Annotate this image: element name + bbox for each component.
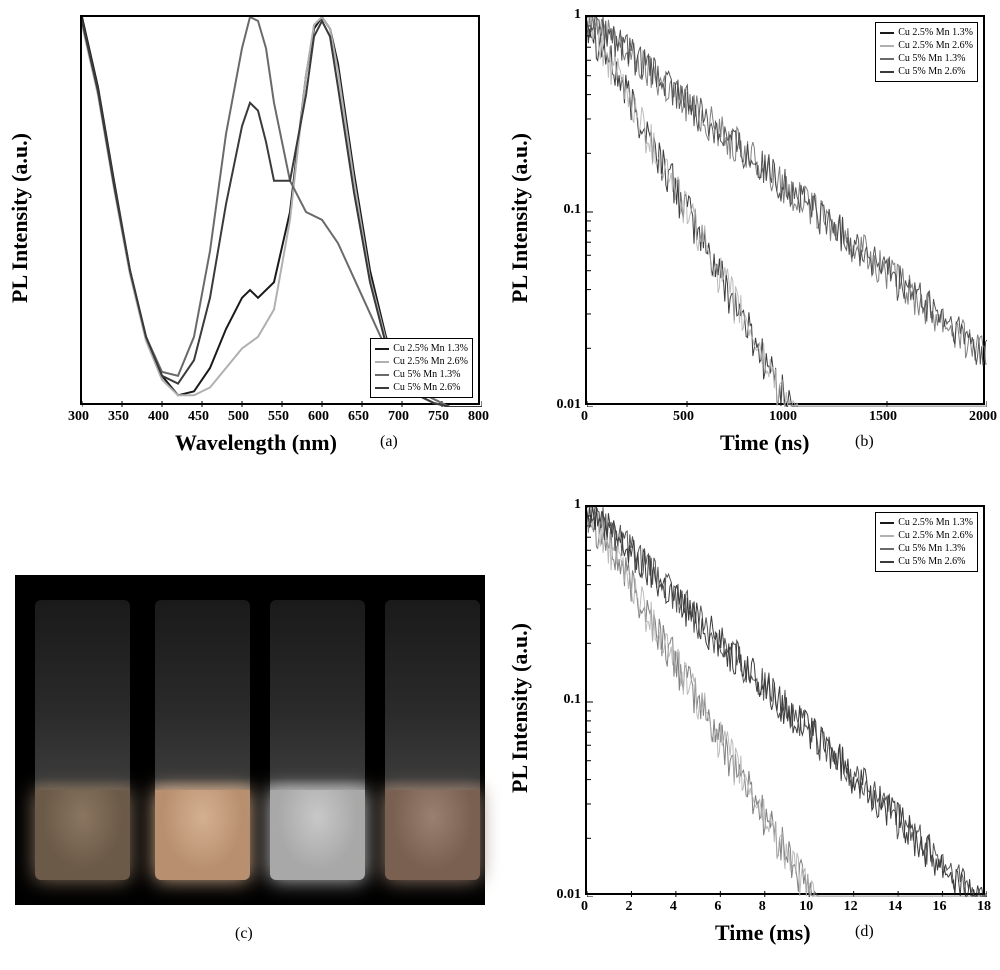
legend-item: Cu 5% Mn 2.6% [375, 381, 468, 394]
panel-a: PL Intensity (a.u.) Cu 2.5% Mn 1.3%Cu 2.… [5, 5, 495, 485]
panel-a-xlabel: Wavelength (nm) [175, 430, 337, 456]
panel-b-tag: (b) [855, 433, 874, 451]
panel-b-ylabel: PL Intensity (a.u.) [507, 133, 533, 303]
legend-item: Cu 2.5% Mn 1.3% [880, 26, 973, 39]
panel-d-plot: Cu 2.5% Mn 1.3%Cu 2.5% Mn 2.6%Cu 5% Mn 1… [585, 505, 985, 895]
panel-b: PL Intensity (a.u.) Cu 2.5% Mn 1.3%Cu 2.… [505, 5, 1000, 485]
legend-item: Cu 5% Mn 2.6% [880, 65, 973, 78]
panel-d-tag: (d) [855, 923, 874, 941]
panel-d-ylabel: PL Intensity (a.u.) [507, 623, 533, 793]
legend-item: Cu 5% Mn 1.3% [880, 542, 973, 555]
legend-item: Cu 2.5% Mn 2.6% [375, 355, 468, 368]
legend-item: Cu 2.5% Mn 2.6% [880, 39, 973, 52]
legend-item: Cu 2.5% Mn 2.6% [880, 529, 973, 542]
panel-a-legend: Cu 2.5% Mn 1.3%Cu 2.5% Mn 2.6%Cu 5% Mn 1… [370, 338, 473, 398]
panel-a-tag: (a) [380, 433, 398, 451]
panel-a-plot: Cu 2.5% Mn 1.3%Cu 2.5% Mn 2.6%Cu 5% Mn 1… [80, 15, 480, 405]
legend-item: Cu 5% Mn 2.6% [880, 555, 973, 568]
panel-b-plot: Cu 2.5% Mn 1.3%Cu 2.5% Mn 2.6%Cu 5% Mn 1… [585, 15, 985, 405]
legend-item: Cu 2.5% Mn 1.3% [375, 342, 468, 355]
vial [155, 600, 250, 880]
legend-item: Cu 5% Mn 1.3% [375, 368, 468, 381]
panel-b-xlabel: Time (ns) [720, 430, 809, 456]
legend-item: Cu 2.5% Mn 1.3% [880, 516, 973, 529]
panel-d-legend: Cu 2.5% Mn 1.3%Cu 2.5% Mn 2.6%Cu 5% Mn 1… [875, 512, 978, 572]
vial [35, 600, 130, 880]
legend-item: Cu 5% Mn 1.3% [880, 52, 973, 65]
panel-d-xlabel: Time (ms) [715, 920, 811, 946]
panel-c-tag: (c) [235, 925, 253, 943]
panel-c-photo [15, 575, 485, 905]
vial [385, 600, 480, 880]
panel-a-ylabel: PL Intensity (a.u.) [7, 133, 33, 303]
panel-c: (c) [5, 495, 495, 965]
panel-d: PL Intensity (a.u.) Cu 2.5% Mn 1.3%Cu 2.… [505, 495, 1000, 965]
panel-b-legend: Cu 2.5% Mn 1.3%Cu 2.5% Mn 2.6%Cu 5% Mn 1… [875, 22, 978, 82]
vial [270, 600, 365, 880]
